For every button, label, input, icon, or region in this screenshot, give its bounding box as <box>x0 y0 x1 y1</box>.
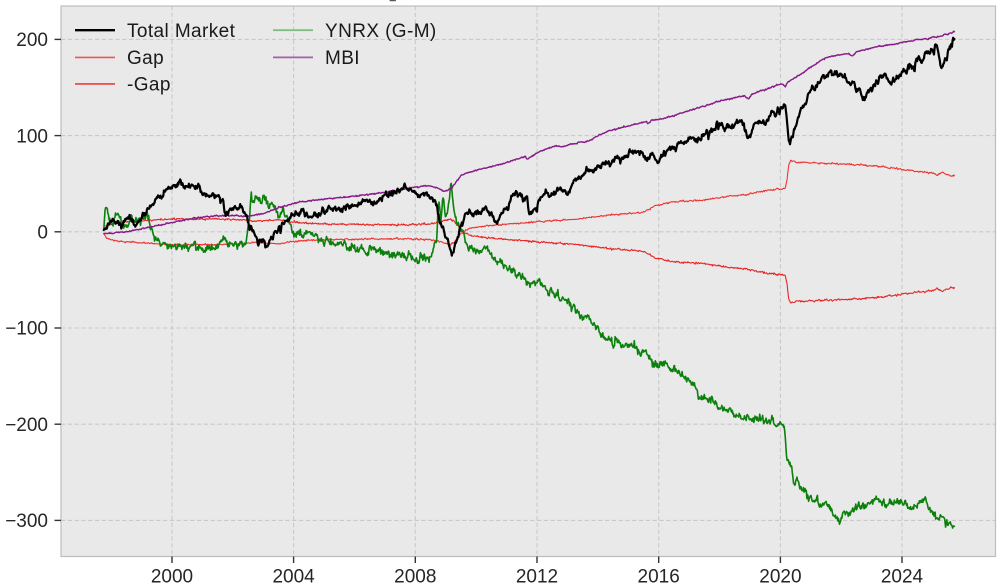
svg-text:−300: −300 <box>5 511 48 532</box>
svg-text:-Gap: -Gap <box>127 75 171 96</box>
svg-text:−100: −100 <box>5 319 48 340</box>
svg-text:−200: −200 <box>5 415 48 436</box>
svg-text:MBI: MBI <box>325 48 360 69</box>
svg-text:Total Market: Total Market <box>127 21 236 42</box>
svg-text:0: 0 <box>37 223 48 244</box>
svg-text:YNRX (G-M): YNRX (G-M) <box>325 21 437 42</box>
svg-text:2008: 2008 <box>394 567 436 588</box>
svg-text:2020: 2020 <box>759 567 801 588</box>
svg-text:Gap: Gap <box>127 48 164 69</box>
svg-text:2000: 2000 <box>151 567 193 588</box>
svg-text:2012: 2012 <box>516 567 558 588</box>
svg-text:2004: 2004 <box>272 567 315 588</box>
svg-text:200: 200 <box>16 30 48 51</box>
svg-text:2016: 2016 <box>638 567 680 588</box>
svg-text:100: 100 <box>16 126 48 147</box>
svg-text:2024: 2024 <box>881 567 924 588</box>
